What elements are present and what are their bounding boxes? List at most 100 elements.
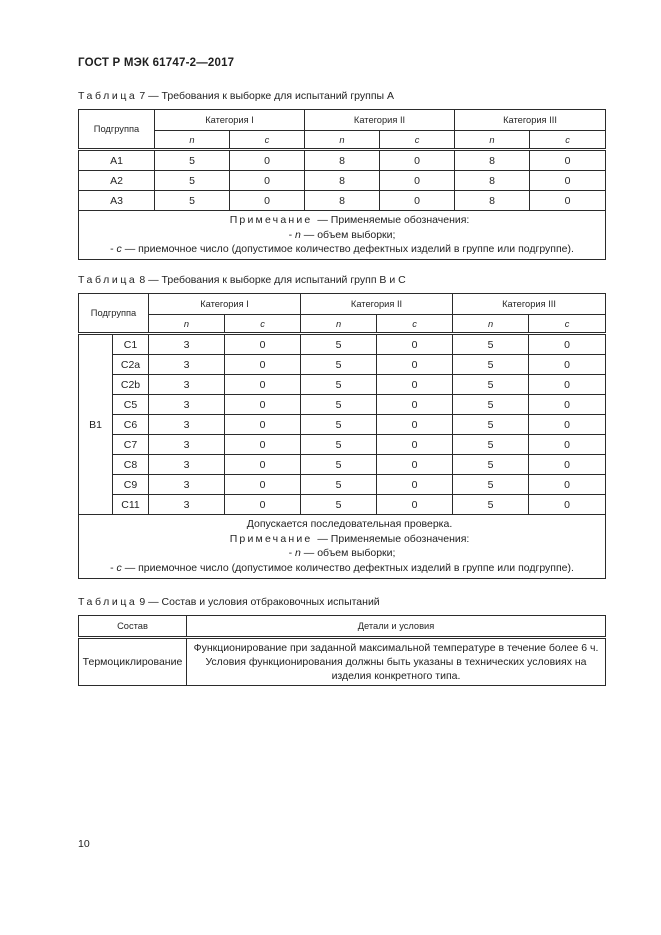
- value-cell: 0: [224, 434, 302, 456]
- value-cell: 3: [148, 454, 226, 476]
- row-label: C5: [111, 394, 150, 416]
- header-n: n: [148, 314, 226, 336]
- table-7-note-row: Примечание — Применяемые обозначения: - …: [77, 209, 607, 261]
- table-8-caption: Таблица 8 — Требования к выборке для испы…: [78, 274, 605, 286]
- value-cell: 0: [379, 170, 456, 191]
- row-label: C2a: [111, 354, 150, 376]
- value-cell: 0: [224, 394, 302, 416]
- table-row: C5 3 0 5 0 5 0: [79, 394, 607, 416]
- header-n: n: [300, 314, 378, 336]
- value-cell: 0: [376, 394, 454, 416]
- table-note: Примечание — Применяемые обозначения: - …: [77, 209, 607, 261]
- header-category-3: Категория III: [452, 293, 607, 316]
- value-cell: 5: [300, 454, 378, 476]
- value-cell: 3: [148, 434, 226, 456]
- value-cell: 5: [300, 434, 378, 456]
- table-row: C8 3 0 5 0 5 0: [79, 454, 607, 476]
- value-cell: 3: [148, 333, 226, 356]
- table-9-caption-word: Таблица: [78, 595, 138, 608]
- row-label: C1: [111, 333, 150, 356]
- table-7-caption-word: Таблица: [78, 90, 138, 102]
- header-n: n: [454, 130, 531, 151]
- document-title: ГОСТ Р МЭК 61747-2—2017: [78, 57, 235, 69]
- value-cell: 0: [224, 474, 302, 496]
- value-cell: 3: [148, 394, 226, 416]
- description-cell: Функционирование при заданной максимальн…: [186, 636, 606, 687]
- value-cell: 0: [376, 454, 454, 476]
- table-8-caption-word: Таблица: [78, 274, 138, 287]
- row-label: C6: [111, 414, 150, 436]
- table-7: Подгруппа Категория I Категория II Катег…: [77, 109, 607, 261]
- value-cell: 0: [529, 170, 607, 191]
- value-cell: 5: [154, 170, 230, 191]
- value-cell: 5: [154, 149, 230, 171]
- value-cell: 5: [300, 494, 378, 516]
- value-cell: 0: [528, 333, 607, 356]
- value-cell: 0: [528, 414, 607, 436]
- table-9-caption-text: — Состав и условия отбраковочных испытан…: [145, 595, 380, 608]
- row-label: Термоциклирование: [78, 636, 187, 687]
- table-row: B1 C1 3 0 5 0 5 0: [78, 333, 607, 516]
- note-line-n: - n — объем выборки;: [288, 547, 396, 560]
- table-note: Допускается последовательная проверка. П…: [77, 514, 607, 579]
- value-cell: 0: [228, 149, 306, 171]
- value-cell: 3: [148, 374, 226, 396]
- value-cell: 8: [454, 190, 531, 211]
- value-cell: 0: [376, 414, 454, 436]
- table-9-caption: Таблица 9 — Состав и условия отбраковочны…: [78, 596, 605, 608]
- value-cell: 5: [300, 414, 378, 436]
- value-cell: 5: [300, 394, 378, 416]
- value-cell: 5: [300, 474, 378, 496]
- header-c: c: [228, 130, 306, 151]
- note-line-c: - c — приемочное число (допустимое колич…: [110, 243, 574, 256]
- value-cell: 5: [452, 354, 530, 376]
- note-heading: Примечание — Применяемые обозначения:: [229, 214, 470, 226]
- value-cell: 0: [379, 149, 456, 171]
- table-7-caption-number: 7: [139, 90, 146, 102]
- row-label: A3: [78, 190, 155, 211]
- value-cell: 0: [376, 333, 454, 356]
- table-7-caption: Таблица 7 — Требования к выборке для испы…: [78, 90, 605, 102]
- value-cell: 0: [528, 374, 607, 396]
- table-row: C6 3 0 5 0 5 0: [79, 414, 607, 436]
- value-cell: 3: [148, 414, 226, 436]
- table-7-header-row-2: n c n c n c: [79, 130, 607, 151]
- row-label: C2b: [111, 374, 150, 396]
- table-row: A1 5 0 8 0 8 0: [78, 149, 607, 171]
- value-cell: 8: [304, 149, 381, 171]
- table-row: A3 5 0 8 0 8 0: [78, 190, 607, 211]
- value-cell: 0: [376, 434, 454, 456]
- value-cell: 5: [452, 454, 530, 476]
- value-cell: 8: [454, 149, 531, 171]
- header-c: c: [529, 130, 607, 151]
- header-c: c: [224, 314, 302, 336]
- value-cell: 5: [154, 190, 230, 211]
- value-cell: 0: [379, 190, 456, 211]
- header-subgroup: Подгруппа: [77, 293, 150, 336]
- value-cell: 0: [528, 354, 607, 376]
- row-label: A2: [78, 170, 155, 191]
- value-cell: 0: [224, 454, 302, 476]
- page-number: 10: [78, 838, 90, 850]
- value-cell: 0: [224, 494, 302, 516]
- value-cell: 0: [528, 494, 607, 516]
- header-n: n: [452, 314, 530, 336]
- header-details: Детали и условия: [186, 614, 606, 639]
- value-cell: 0: [528, 394, 607, 416]
- table-row: C11 3 0 5 0 5 0: [79, 494, 607, 516]
- value-cell: 0: [376, 494, 454, 516]
- table-9: Состав Детали и условия Термоциклировани…: [78, 614, 606, 687]
- value-cell: 8: [304, 190, 381, 211]
- value-cell: 5: [452, 414, 530, 436]
- value-cell: 5: [300, 333, 378, 356]
- page-content: ГОСТ Р МЭК 61747-2—2017 Таблица 7 — Требо…: [77, 57, 607, 687]
- table-row: Термоциклирование Функционирование при з…: [78, 636, 606, 687]
- value-cell: 0: [528, 434, 607, 456]
- value-cell: 0: [376, 354, 454, 376]
- value-cell: 5: [452, 434, 530, 456]
- header-category-1: Категория I: [153, 109, 306, 131]
- header-subgroup: Подгруппа: [78, 109, 155, 151]
- value-cell: 5: [452, 474, 530, 496]
- value-cell: 8: [304, 170, 381, 191]
